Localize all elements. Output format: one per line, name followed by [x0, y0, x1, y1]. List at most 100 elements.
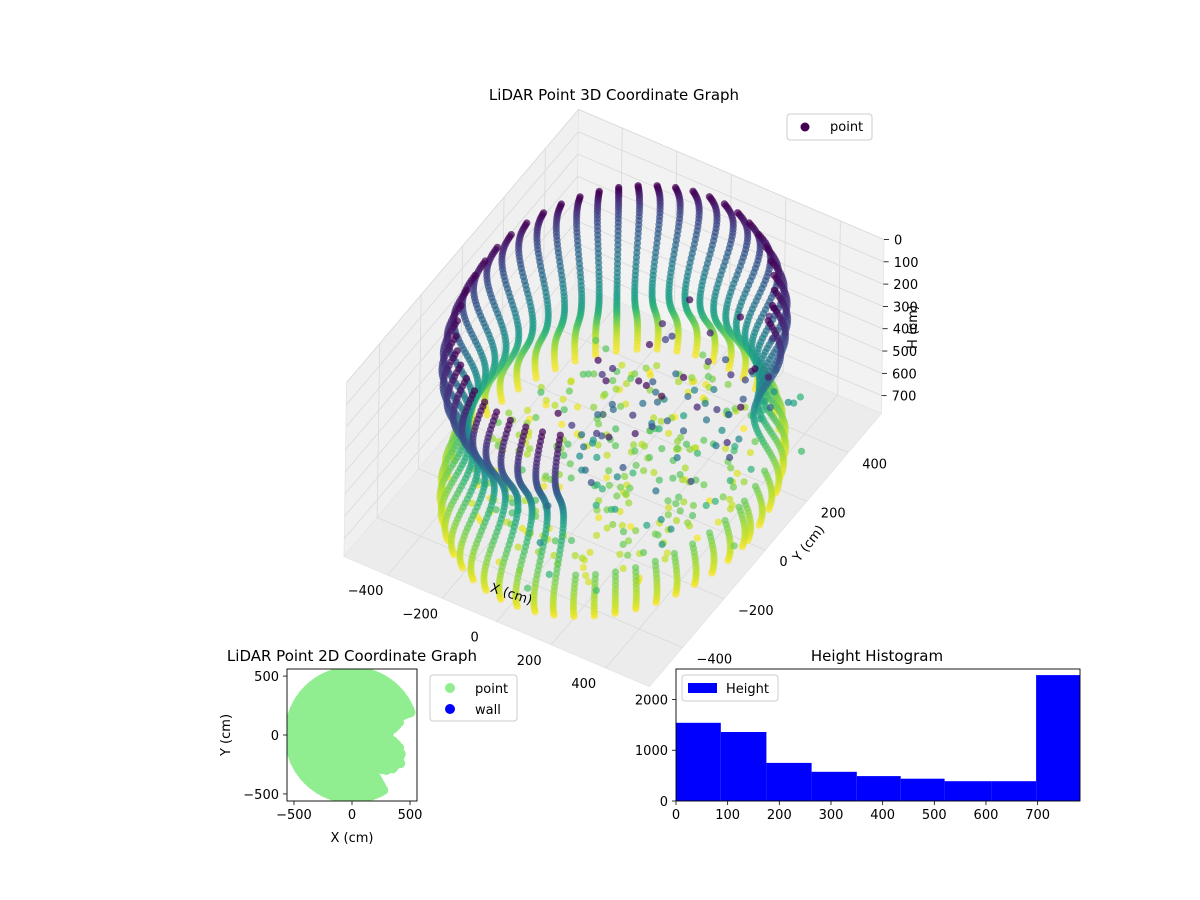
data-point	[658, 320, 667, 328]
data-point	[602, 377, 610, 385]
data-point	[558, 420, 566, 428]
data-point	[585, 578, 593, 586]
data-point	[594, 356, 602, 364]
data-point	[598, 485, 607, 493]
data-point	[617, 402, 625, 410]
data-point	[609, 377, 617, 385]
data-point	[593, 429, 601, 437]
data-point	[554, 409, 562, 417]
data-point	[603, 524, 611, 532]
data-point	[471, 271, 479, 279]
chart-2d-legend-label-wall: wall	[475, 703, 501, 718]
data-point	[592, 336, 600, 344]
data-point	[722, 356, 730, 364]
data-point	[648, 286, 656, 294]
data-point	[645, 453, 654, 462]
chart-2d-legend-label-point: point	[475, 682, 508, 697]
data-point	[653, 585, 661, 593]
chart-3d-ztick: 700	[892, 390, 917, 405]
data-point	[611, 596, 619, 604]
data-point	[530, 595, 538, 603]
data-point	[567, 536, 576, 545]
data-point	[613, 288, 621, 296]
data-point	[646, 371, 655, 379]
data-point	[648, 423, 656, 431]
data-point	[654, 531, 662, 539]
data-point	[784, 398, 792, 406]
data-point	[706, 329, 714, 337]
data-point	[545, 570, 553, 579]
data-point	[767, 257, 775, 265]
data-point	[595, 514, 603, 522]
data-point	[673, 347, 681, 355]
data-point	[561, 303, 569, 311]
data-point	[569, 599, 578, 608]
data-point	[700, 481, 708, 489]
chart-2d-xtick: −500	[276, 808, 312, 823]
data-point	[587, 479, 595, 487]
data-point	[629, 411, 637, 419]
data-point	[524, 584, 532, 592]
data-point	[523, 450, 531, 458]
chart-3d-ytick: 0	[779, 555, 787, 570]
data-point	[737, 403, 745, 411]
data-point	[544, 502, 552, 510]
data-point	[584, 370, 592, 378]
data-point	[734, 209, 742, 217]
data-point	[741, 528, 749, 536]
data-point	[700, 436, 708, 444]
data-point	[605, 481, 614, 489]
data-point	[601, 390, 609, 398]
chart-2d-point	[378, 785, 389, 796]
data-point	[673, 577, 681, 585]
data-point	[560, 451, 568, 459]
chart-2d-point-cloud	[287, 669, 416, 801]
data-point	[579, 563, 588, 572]
data-point	[567, 474, 575, 482]
chart-2d: LiDAR Point 2D Coordinate Graph −500−500…	[219, 647, 518, 846]
data-point	[714, 518, 722, 526]
data-point	[689, 501, 698, 510]
chart-3d-ztick: 100	[894, 256, 919, 271]
data-point	[474, 382, 482, 390]
chart-3d-xtick: 0	[471, 631, 479, 646]
data-point	[631, 370, 639, 378]
data-point	[643, 521, 651, 529]
data-point	[633, 345, 641, 353]
data-point	[595, 291, 603, 299]
data-point	[630, 441, 638, 449]
chart-3d-ztick: 600	[892, 367, 917, 382]
data-point	[514, 464, 522, 472]
data-point	[483, 411, 491, 419]
histogram-bar	[900, 778, 945, 801]
data-point	[796, 393, 805, 401]
data-point	[598, 370, 606, 379]
data-point	[770, 286, 779, 294]
histogram-bar	[944, 781, 992, 801]
data-point	[747, 465, 755, 473]
data-point	[611, 505, 619, 513]
data-point	[616, 483, 625, 491]
data-point	[619, 540, 627, 549]
data-point	[733, 469, 741, 477]
grid-back-h	[578, 131, 884, 263]
data-point	[619, 564, 627, 573]
data-point	[602, 345, 610, 353]
chart-2d-ytick: −500	[243, 788, 279, 803]
data-point	[619, 528, 628, 536]
data-point	[693, 534, 701, 542]
data-point	[693, 403, 701, 411]
data-point	[731, 405, 739, 413]
data-point	[664, 497, 672, 505]
chart-3d-ytick: 200	[821, 506, 846, 521]
chart-2d-ytick: 500	[254, 670, 279, 685]
data-point	[632, 592, 641, 600]
chart-3d-title: LiDAR Point 3D Coordinate Graph	[489, 86, 739, 104]
data-point	[741, 376, 749, 384]
data-point	[748, 342, 756, 350]
data-point	[665, 288, 673, 296]
data-point	[640, 467, 648, 475]
data-point	[729, 483, 738, 491]
data-point	[665, 504, 673, 512]
data-point	[696, 296, 704, 304]
